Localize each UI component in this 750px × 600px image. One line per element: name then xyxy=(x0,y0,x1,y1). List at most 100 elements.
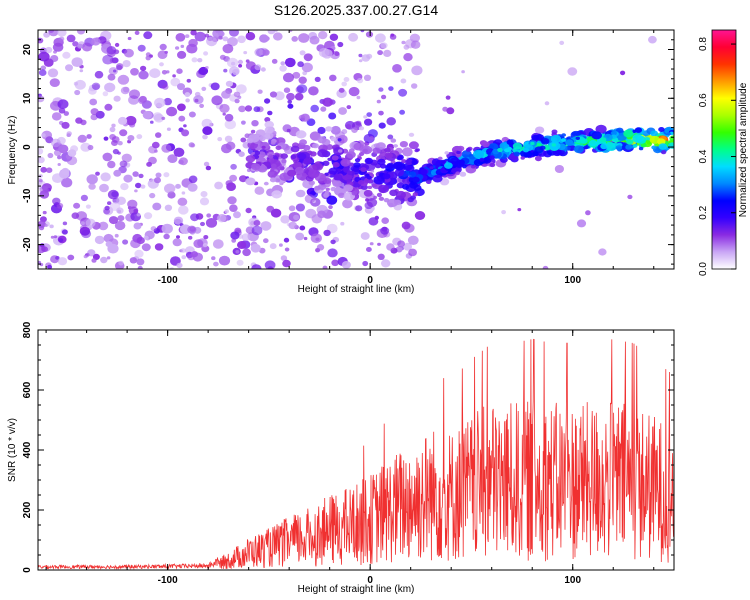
heatmap-cell xyxy=(264,126,274,134)
heatmap-cell xyxy=(401,159,407,164)
heatmap-cell xyxy=(43,31,50,38)
heatmap-cell xyxy=(333,173,343,181)
heatmap-cell xyxy=(279,65,287,72)
heatmap-cell xyxy=(73,202,81,209)
heatmap-cell xyxy=(309,151,317,157)
heatmap-cell xyxy=(386,198,398,208)
heatmap-cell xyxy=(194,98,199,103)
heatmap-cell xyxy=(269,91,278,98)
heatmap-cell xyxy=(366,198,378,207)
heatmap-cell xyxy=(418,168,428,176)
heatmap-cell xyxy=(47,264,53,269)
heatmap-cell xyxy=(408,141,419,150)
heatmap-cell xyxy=(360,167,367,173)
heatmap-cell xyxy=(402,147,413,157)
heatmap-cell xyxy=(370,169,375,173)
heatmap-cell xyxy=(401,40,406,45)
heatmap-cell xyxy=(658,143,668,150)
heatmap-cell xyxy=(183,124,187,128)
heatmap-cell xyxy=(136,258,145,266)
heatmap-cell xyxy=(38,147,44,155)
heatmap-cell xyxy=(119,160,128,168)
heatmap-cell xyxy=(322,97,333,107)
heatmap-cell xyxy=(591,131,602,140)
heatmap-cell xyxy=(559,40,565,46)
heatmap-cell xyxy=(299,225,306,231)
heatmap-cell xyxy=(135,182,142,189)
heatmap-cell xyxy=(216,214,227,223)
heatmap-cell xyxy=(634,127,643,133)
heatmap-cell xyxy=(308,169,320,178)
heatmap-cell xyxy=(280,255,288,261)
heatmap-cell xyxy=(38,220,46,228)
heatmap-cell xyxy=(116,207,124,214)
heatmap-cell xyxy=(107,201,112,206)
heatmap-cell xyxy=(523,150,533,158)
heatmap-cell xyxy=(271,58,278,64)
heatmap-cell xyxy=(100,256,108,264)
heatmap-cell xyxy=(330,239,336,245)
heatmap-cell xyxy=(324,172,329,176)
heatmap-cell xyxy=(88,183,96,190)
heatmap-cell xyxy=(194,31,206,42)
heatmap-cell xyxy=(328,205,333,210)
heatmap-cell xyxy=(173,147,185,157)
heatmap-cell xyxy=(455,171,461,176)
heatmap-cell xyxy=(224,135,233,143)
heatmap-cell xyxy=(298,76,307,84)
heatmap-cell xyxy=(585,210,591,216)
heatmap-cell xyxy=(384,152,393,159)
heatmap-cell xyxy=(102,152,113,162)
heatmap-cell xyxy=(205,218,218,228)
heatmap-cell xyxy=(358,126,365,131)
heatmap-cell xyxy=(364,157,373,165)
heatmap-cell xyxy=(46,167,53,173)
heatmap-cell xyxy=(107,160,116,169)
heatmap-cell xyxy=(331,155,339,161)
heatmap-cell xyxy=(233,211,241,219)
heatmap-cell xyxy=(105,241,113,248)
heatmap-cell xyxy=(335,131,345,140)
heatmap-cell xyxy=(176,262,183,269)
heatmap-cell xyxy=(187,183,198,192)
heatmap-cell xyxy=(321,49,333,59)
heatmap-cell xyxy=(190,30,197,36)
heatmap-cell xyxy=(74,89,81,96)
heatmap-cell xyxy=(303,53,313,62)
heatmap-cell xyxy=(358,59,363,63)
heatmap-cell xyxy=(129,257,138,264)
heatmap-cell xyxy=(127,135,135,141)
heatmap-cell xyxy=(298,33,310,43)
heatmap-cell xyxy=(397,155,403,160)
heatmap-cell xyxy=(222,44,234,54)
heatmap-cell xyxy=(264,117,271,123)
heatmap-cell xyxy=(270,171,275,175)
heatmap-cell xyxy=(57,30,67,37)
heatmap-cell xyxy=(431,158,442,166)
heatmap-cell xyxy=(83,254,88,259)
heatmap-cell xyxy=(85,204,91,209)
heatmap-cell xyxy=(226,182,237,191)
heatmap-cell xyxy=(134,249,144,258)
heatmap-cell xyxy=(140,65,147,72)
heatmap-cell xyxy=(329,74,337,82)
heatmap-cell xyxy=(542,265,549,269)
heatmap-cell xyxy=(227,196,237,205)
heatmap-cell xyxy=(186,78,191,83)
heatmap-cell xyxy=(194,91,201,97)
heatmap-cell xyxy=(178,205,189,215)
heatmap-cell xyxy=(200,191,208,198)
heatmap-cell xyxy=(400,78,407,84)
heatmap-cell xyxy=(282,259,291,268)
heatmap-cell xyxy=(120,86,130,95)
heatmap-cell xyxy=(626,139,634,145)
heatmap-cell xyxy=(279,243,283,247)
heatmap-cell xyxy=(227,37,238,47)
heatmap-cell xyxy=(360,30,365,33)
colorbar-tick-label: 0.0 xyxy=(698,262,709,276)
heatmap-cell xyxy=(461,150,472,158)
x-tick-label: -100 xyxy=(158,575,178,586)
heatmap-cell xyxy=(595,124,607,134)
colorbar-gradient xyxy=(711,29,737,270)
heatmap-cell xyxy=(138,96,147,105)
